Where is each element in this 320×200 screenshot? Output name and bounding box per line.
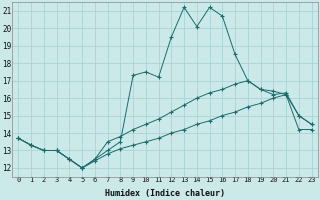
X-axis label: Humidex (Indice chaleur): Humidex (Indice chaleur)	[105, 189, 225, 198]
